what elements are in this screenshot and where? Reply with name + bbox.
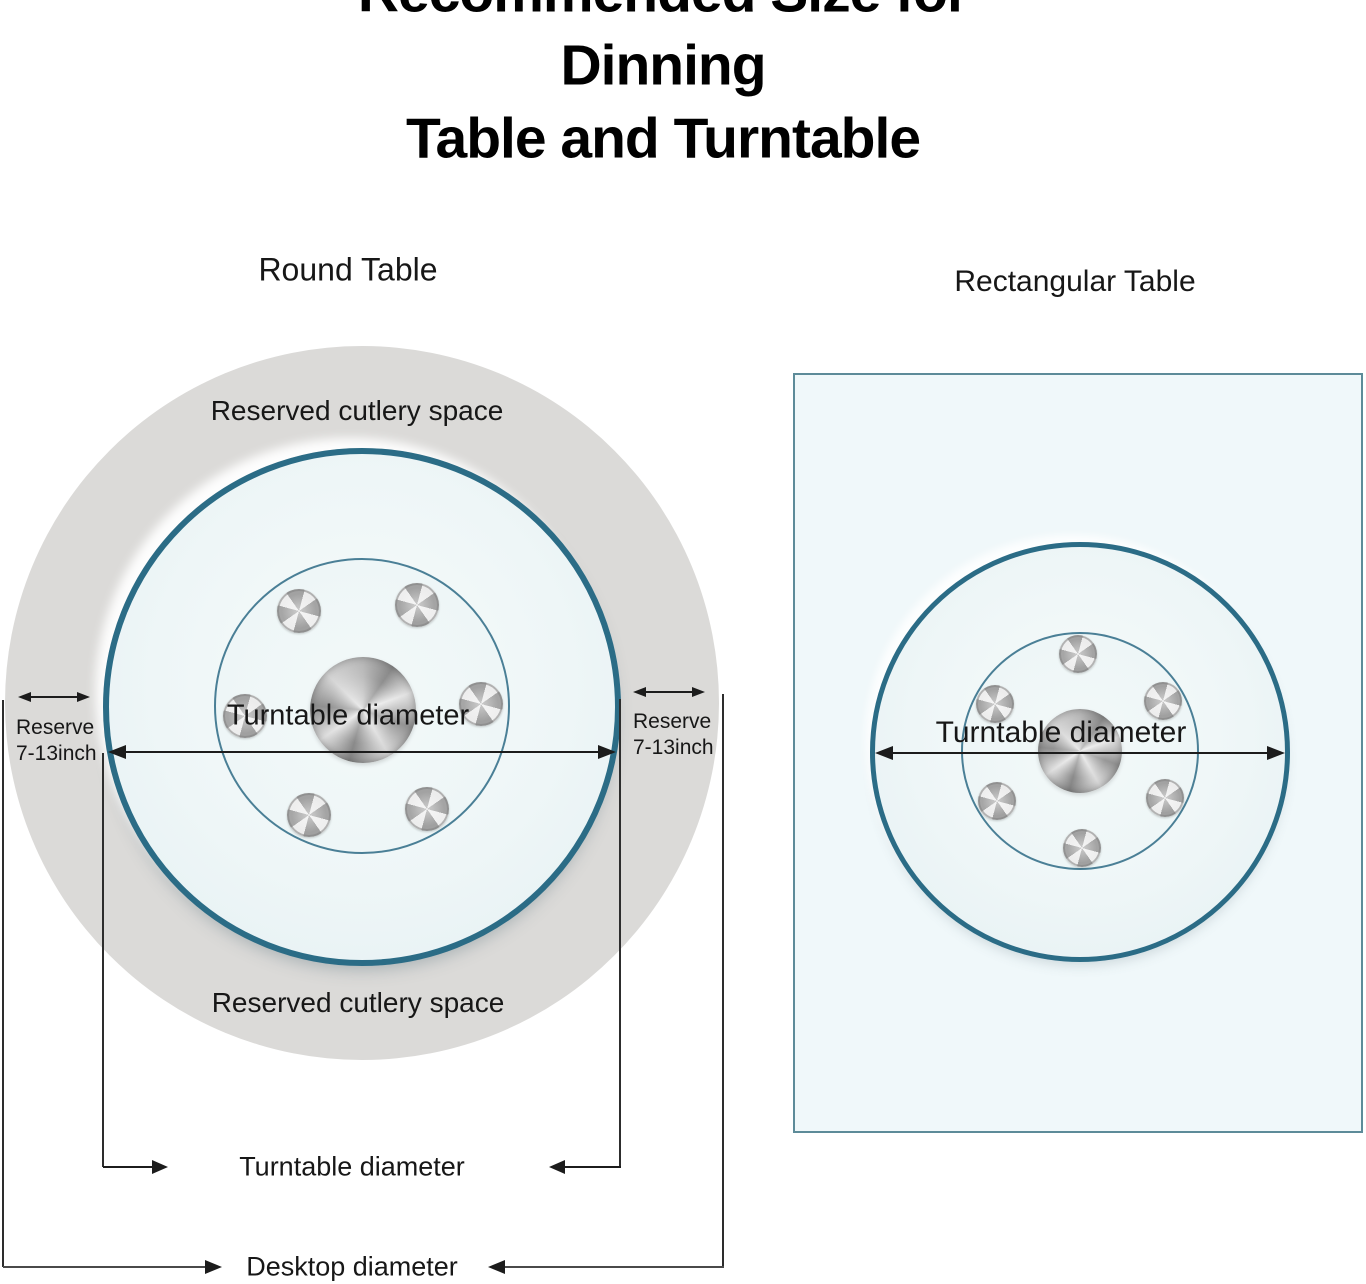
desktop-diameter-callout-label: Desktop diameter <box>246 1251 458 1282</box>
screw-icon <box>1063 829 1101 867</box>
screw-icon <box>1059 635 1097 673</box>
page-title-line1: Recommended Size for Dinning <box>358 0 969 98</box>
center-hub <box>310 657 416 763</box>
turntable-extension-line-left <box>102 753 104 1167</box>
turntable-diameter-label: Turntable diameter <box>226 699 470 732</box>
screw-icon <box>978 782 1016 820</box>
turntable-diameter-callout-label: Turntable diameter <box>239 1151 465 1182</box>
screw-icon <box>1144 682 1182 720</box>
reserve-left-line1: Reserve <box>16 716 95 739</box>
turntable-extension-line-right <box>619 699 621 1167</box>
page-title: Recommended Size for Dinning Table and T… <box>312 0 1015 176</box>
desktop-extension-line-left <box>2 700 4 1267</box>
reserved-cutlery-space-bottom-label: Reserved cutlery space <box>211 987 505 1018</box>
screw-icon <box>405 787 449 831</box>
screw-icon <box>459 682 503 726</box>
reserve-right-line1: Reserve <box>633 710 712 733</box>
rectangular-table-heading: Rectangular Table <box>954 265 1196 298</box>
reserve-right-line2: 7-13inch <box>633 736 714 759</box>
screw-icon <box>395 583 439 627</box>
turntable-diameter-label: Turntable diameter <box>935 716 1187 749</box>
reserve-left-label: Reserve 7-13inch <box>16 715 97 767</box>
page-title-line2: Table and Turntable <box>405 106 921 171</box>
center-hub <box>1038 709 1122 793</box>
screw-icon <box>976 685 1014 723</box>
reserve-left-line2: 7-13inch <box>16 742 97 765</box>
reserve-right-label: Reserve 7-13inch <box>633 709 714 761</box>
screw-icon <box>277 589 321 633</box>
screw-icon <box>287 793 331 837</box>
screw-icon <box>1146 779 1184 817</box>
desktop-extension-line-right <box>722 694 724 1267</box>
screw-icon <box>223 694 267 738</box>
round-table-heading: Round Table <box>258 251 438 288</box>
reserved-cutlery-space-top-label: Reserved cutlery space <box>210 395 504 426</box>
